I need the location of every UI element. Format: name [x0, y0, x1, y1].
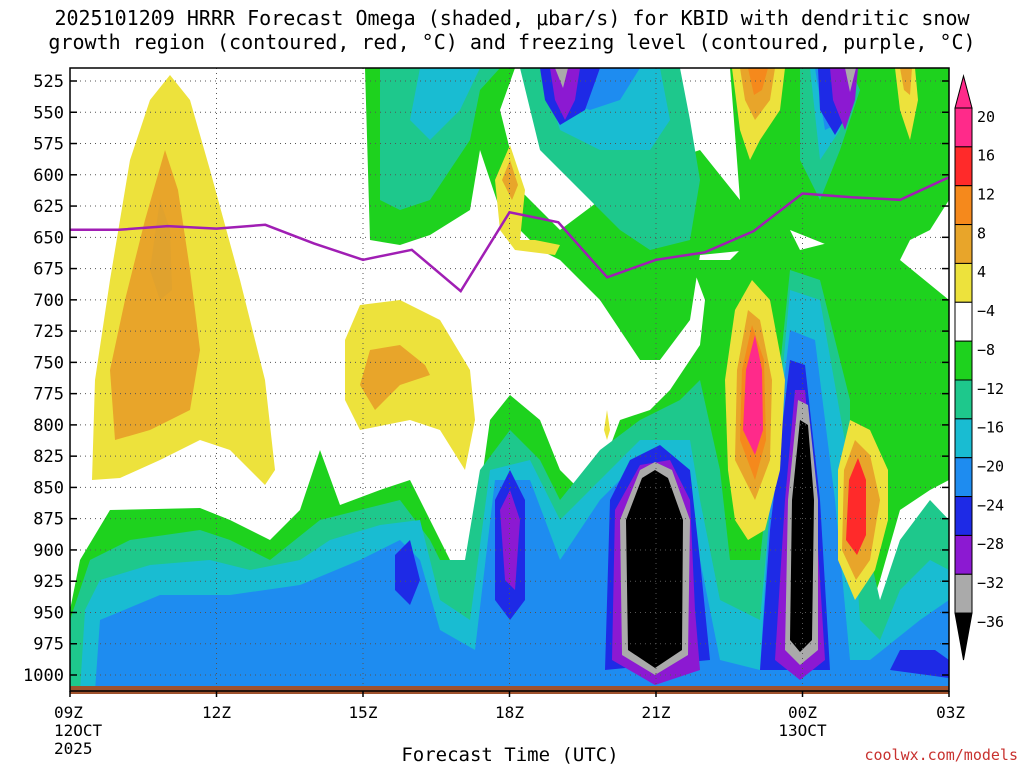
colorbar-swatch	[954, 534, 973, 575]
colorbar-swatch	[954, 262, 973, 303]
omega-shade-plus8-mid	[360, 345, 430, 410]
x-tick-label: 09Z	[54, 703, 83, 722]
omega-shade-minus8-top	[380, 68, 860, 250]
x-tick-label: 15Z	[349, 703, 378, 722]
colorbar-top-arrow	[954, 74, 973, 109]
colorbar-swatch	[954, 301, 973, 342]
colorbar-swatch	[954, 457, 973, 498]
y-tick-label: 625	[33, 197, 64, 217]
x-axis-title: Forecast Time (UTC)	[401, 744, 619, 766]
x-tick-date-label: 13OCT	[778, 721, 827, 740]
colorbar-swatch	[954, 340, 973, 381]
colorbar-swatch	[954, 496, 973, 536]
omega-shade-plus4-mid	[345, 300, 475, 470]
colorbar-swatch	[954, 224, 973, 264]
credit-text[interactable]: coolwx.com/models	[864, 746, 1018, 764]
colorbar-label: −28	[977, 535, 1004, 553]
omega-shade-minus36	[626, 420, 814, 668]
x-tick-label: 21Z	[642, 703, 671, 722]
omega-shade-plus4-small	[604, 410, 610, 440]
omega-shade-minus4	[70, 68, 949, 691]
y-tick-label: 600	[33, 166, 64, 186]
y-axis: 525 550 575 600 625 650 675 700 725 750 775 800 825 8…	[23, 72, 949, 686]
omega-shade-plus16-right2	[846, 458, 866, 555]
colorbar-label: −12	[977, 380, 1004, 398]
y-tick-label: 550	[33, 103, 64, 123]
colorbar: 20 16 12 8 4 −4 −8 −12 −16 −20 −24 −28 −32 −36	[954, 74, 1004, 661]
colorbar-label: −24	[977, 496, 1004, 514]
colorbar-swatch	[954, 379, 973, 420]
y-tick-label: 1000	[23, 666, 64, 686]
x-tick-date-label: 12OCT	[54, 721, 103, 740]
omega-shade-plus8-left	[110, 150, 200, 440]
chart-title-line1: 2025101209 HRRR Forecast Omega (shaded, …	[54, 6, 970, 30]
colorbar-label: −32	[977, 574, 1004, 592]
y-tick-label: 575	[33, 135, 64, 155]
x-tick-label: 00Z	[788, 703, 817, 722]
omega-shade-plus8-top3	[900, 68, 912, 95]
y-tick-label: 800	[33, 416, 64, 436]
omega-shade-minus12-top	[410, 68, 845, 160]
x-tick-label: 03Z	[936, 703, 965, 722]
y-tick-label: 750	[33, 353, 64, 373]
y-tick-label: 900	[33, 541, 64, 561]
colorbar-bottom-arrow	[954, 612, 973, 661]
y-tick-label: 725	[33, 322, 64, 342]
colorbar-swatch	[954, 185, 973, 226]
colorbar-label: 4	[977, 263, 986, 281]
colorbar-label: −4	[977, 302, 995, 320]
colorbar-label: −8	[977, 341, 995, 359]
y-tick-label: 775	[33, 385, 64, 405]
y-tick-label: 925	[33, 572, 64, 592]
y-tick-label: 525	[33, 72, 64, 92]
y-tick-label: 650	[33, 228, 64, 248]
colorbar-label: 8	[977, 224, 986, 242]
colorbar-swatch	[954, 573, 973, 614]
colorbar-swatch	[954, 418, 973, 459]
x-tick-label: 18Z	[495, 703, 524, 722]
y-tick-label: 975	[33, 635, 64, 655]
x-tick-year-label: 2025	[54, 739, 93, 758]
surface-terrain-strip	[70, 686, 949, 694]
omega-shade-minus16-top	[540, 68, 850, 130]
colorbar-label: −16	[977, 419, 1004, 437]
colorbar-swatch	[954, 146, 973, 187]
colorbar-label: 12	[977, 185, 995, 203]
x-tick-label: 12Z	[202, 703, 231, 722]
y-tick-label: 700	[33, 291, 64, 311]
colorbar-swatch	[954, 107, 973, 148]
colorbar-label: −36	[977, 613, 1004, 631]
omega-shade-plus12-top2	[748, 68, 768, 95]
omega-shade-plus4-top3	[895, 68, 918, 140]
colorbar-label: 16	[977, 147, 995, 165]
y-tick-label: 850	[33, 478, 64, 498]
y-tick-label: 950	[33, 603, 64, 623]
omega-shade-plus8-top1	[502, 160, 518, 200]
y-tick-label: 675	[33, 260, 64, 280]
y-tick-label: 875	[33, 510, 64, 530]
omega-shade-plus8-top2	[740, 68, 775, 120]
colorbar-label: −20	[977, 457, 1004, 475]
chart-title-line2: growth region (contoured, red, °C) and f…	[48, 30, 976, 54]
omega-shade-plus20-right1	[743, 335, 763, 455]
freezing-level-line	[70, 176, 950, 293]
y-tick-label: 825	[33, 447, 64, 467]
chart-title: 2025101209 HRRR Forecast Omega (shaded, …	[0, 6, 1024, 54]
omega-shading	[70, 68, 949, 691]
colorbar-label: 20	[977, 108, 995, 126]
